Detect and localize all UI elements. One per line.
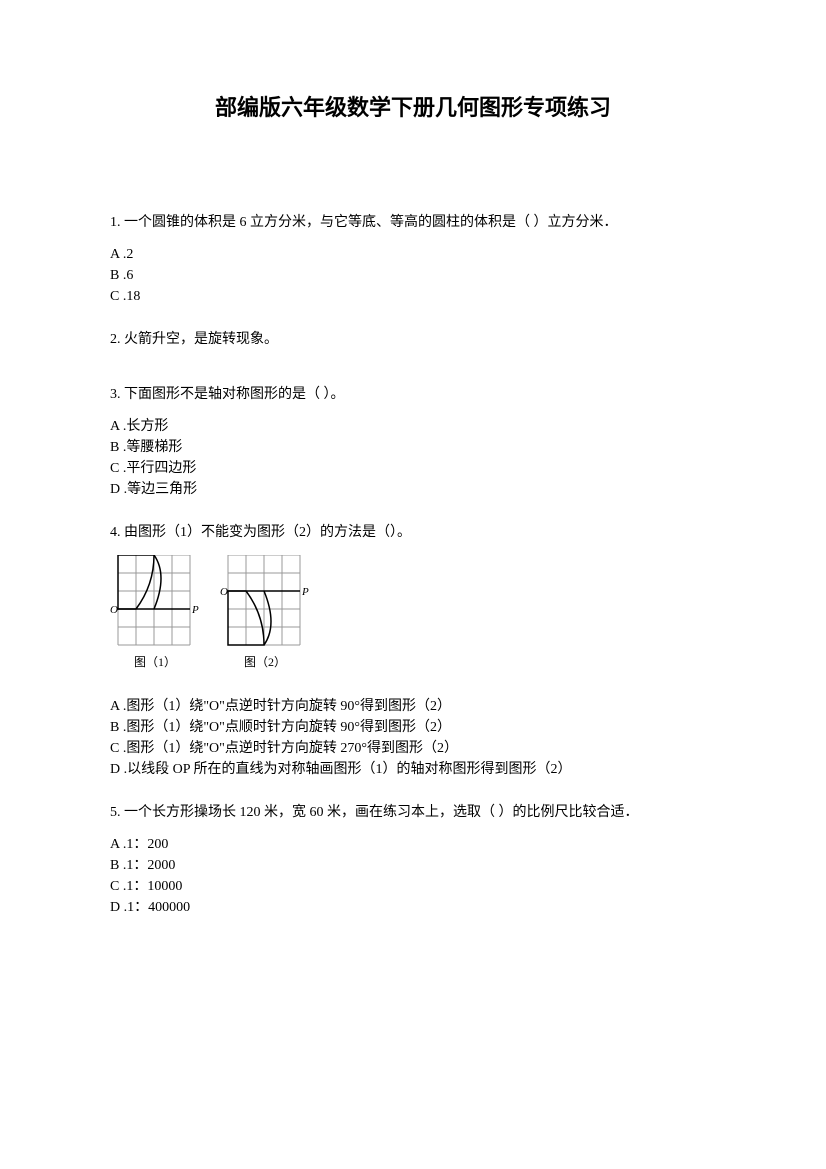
option-a: A .长方形 [110,416,716,437]
point-p-label: P [191,604,199,616]
question-5-text: 5. 一个长方形操场长 120 米，宽 60 米，画在练习本上，选取（ ）的比例… [110,802,716,824]
question-4-options: A .图形（1）绕"O"点逆时针方向旋转 90°得到图形（2） B .图形（1）… [110,696,716,780]
question-4: 4. 由图形（1）不能变为图形（2）的方法是（）。 [110,522,716,780]
point-p-label: P [301,586,309,598]
question-1: 1. 一个圆锥的体积是 6 立方分米，与它等底、等高的圆柱的体积是（ ）立方分米… [110,212,716,307]
option-d: D .1：400000 [110,897,716,918]
point-o-label: O [220,586,228,598]
question-2: 2. 火箭升空，是旋转现象。 [110,329,716,351]
option-d: D .等边三角形 [110,479,716,500]
figure-2: O P 图（2） [220,555,310,672]
option-b: B .1：2000 [110,855,716,876]
option-a: A .2 [110,244,716,265]
option-c: C .图形（1）绕"O"点逆时针方向旋转 270°得到图形（2） [110,738,716,759]
point-o-label: O [110,604,118,616]
question-1-text: 1. 一个圆锥的体积是 6 立方分米，与它等底、等高的圆柱的体积是（ ）立方分米… [110,212,716,234]
option-a: A .1：200 [110,834,716,855]
option-c: C .18 [110,286,716,307]
question-4-text: 4. 由图形（1）不能变为图形（2）的方法是（）。 [110,522,716,544]
question-5-options: A .1：200 B .1：2000 C .1：10000 D .1：40000… [110,834,716,918]
figure-container: O P 图（1） [110,555,716,672]
figure-1: O P 图（1） [110,555,200,672]
option-a: A .图形（1）绕"O"点逆时针方向旋转 90°得到图形（2） [110,696,716,717]
option-b: B .图形（1）绕"O"点顺时针方向旋转 90°得到图形（2） [110,717,716,738]
question-3-text: 3. 下面图形不是轴对称图形的是（ ）。 [110,384,716,406]
figure-1-label: 图（1） [134,653,176,672]
page-title: 部编版六年级数学下册几何图形专项练习 [110,90,716,122]
option-b: B .6 [110,265,716,286]
option-b: B .等腰梯形 [110,437,716,458]
figure-1-svg: O P [110,555,200,647]
figure-2-label: 图（2） [244,653,286,672]
question-3-options: A .长方形 B .等腰梯形 C .平行四边形 D .等边三角形 [110,416,716,500]
option-c: C .平行四边形 [110,458,716,479]
option-c: C .1：10000 [110,876,716,897]
option-d: D .以线段 OP 所在的直线为对称轴画图形（1）的轴对称图形得到图形（2） [110,759,716,780]
question-5: 5. 一个长方形操场长 120 米，宽 60 米，画在练习本上，选取（ ）的比例… [110,802,716,918]
figure-2-svg: O P [220,555,310,647]
question-1-options: A .2 B .6 C .18 [110,244,716,307]
question-2-text: 2. 火箭升空，是旋转现象。 [110,329,716,351]
question-3: 3. 下面图形不是轴对称图形的是（ ）。 A .长方形 B .等腰梯形 C .平… [110,384,716,500]
